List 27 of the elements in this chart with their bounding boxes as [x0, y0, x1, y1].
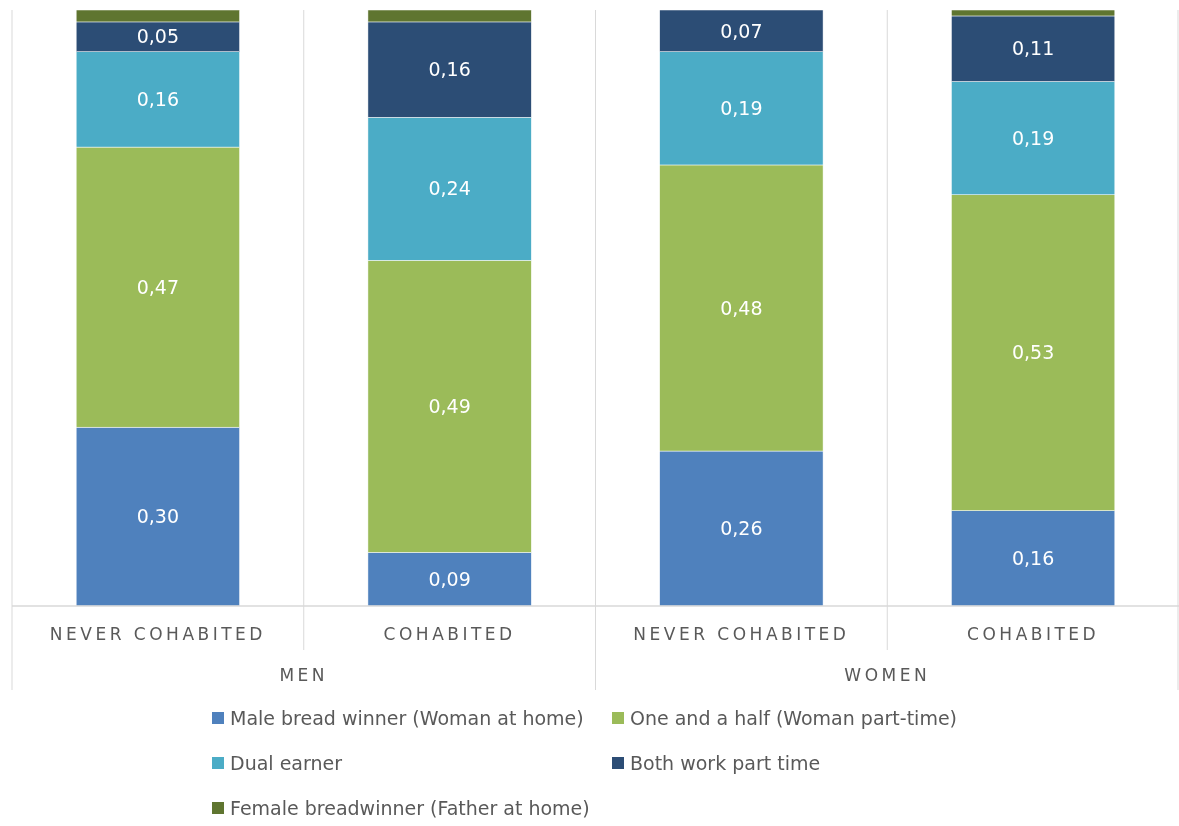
data-label: 0,05 — [136, 25, 180, 48]
data-label: 0,48 — [720, 296, 763, 319]
legend-label: Both work part time — [630, 752, 821, 774]
data-label: 0,19 — [1011, 126, 1055, 149]
legend-label: Dual earner — [230, 752, 343, 774]
text: MEN — [279, 665, 329, 685]
data-label: 0,47 — [136, 275, 180, 298]
data-label: 0,07 — [720, 19, 763, 42]
data-label: 0,11 — [1011, 37, 1055, 60]
data-label: 0,09 — [428, 567, 471, 590]
text: WOMEN — [844, 665, 931, 685]
legend-label: Male bread winner (Woman at home) — [230, 707, 584, 729]
data-label: 0,30 — [136, 505, 180, 528]
legend-label: One and a half (Woman part-time) — [630, 707, 957, 729]
x-tick-label: COHABITED — [967, 624, 1100, 644]
legend-label: Female breadwinner (Father at home) — [230, 797, 590, 819]
data-label: 0,16 — [1011, 546, 1055, 569]
data-label: 0,53 — [1011, 341, 1055, 364]
x-tick-label: COHABITED — [383, 624, 516, 644]
data-label: 0,26 — [720, 517, 763, 540]
x-tick-label: NEVER COHABITED — [49, 624, 266, 644]
data-label: 0,49 — [428, 394, 471, 417]
data-label: 0,24 — [428, 177, 471, 200]
data-label: 0,16 — [136, 88, 180, 111]
data-label: 0,16 — [428, 58, 471, 81]
data-label: 0,19 — [720, 96, 763, 119]
x-tick-label: NEVER COHABITED — [633, 624, 850, 644]
